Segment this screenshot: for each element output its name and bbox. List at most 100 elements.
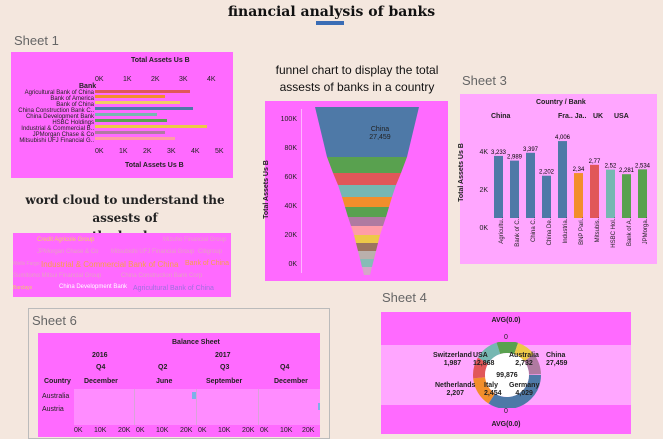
word: China Development Bank [59,284,128,290]
word: Mitsubishi UFJ Financial Group [111,249,195,255]
bar-value: 2,989 [507,155,523,161]
slice-label: China 27,459 [546,352,568,367]
bar [95,113,157,116]
bar [590,164,599,218]
sheet1-label: Sheet 1 [14,33,59,48]
slice-label: Australia 2,732 [509,352,539,367]
slice-label: Netherlands 2,207 [435,382,476,397]
bank-label: Bank of China [56,102,94,108]
word: Barclays [13,285,33,291]
quarter-label: Q4 [96,364,106,371]
word: Industrial & Commercial Bank of China [41,260,179,269]
sheet6-chart[interactable]: Balance Sheet 2016 2017 Q4 Q2 Q3 Q4 Coun… [38,333,320,437]
bar [638,169,647,218]
country-header: Country [44,378,71,385]
bar-value: 2,281 [619,168,635,174]
month-label: June [156,378,173,385]
bar-value: 2,34 [573,167,585,173]
bar [574,173,583,218]
funnel-segment [342,197,392,207]
bar [622,174,631,218]
funnel-chart[interactable]: Total Assets Us B 100K 80K 60K 40K 20K 0… [262,101,448,281]
sheet6-x-axis: 0K 10K 20K 0K 10K 20K 0K 10K 20K 0K 10K … [74,427,315,434]
sheet6-grid [74,389,320,425]
funnel-segment [362,267,372,275]
funnel-segment [345,207,389,217]
bar-value: 2,77 [589,159,601,165]
funnel-axis-title: Total Assets Us B [262,160,270,219]
sheet1-top-axis: 0K 1K 2K 3K 4K [95,76,216,83]
quarter-label: Q3 [220,364,230,371]
sheet3-chart[interactable]: Country / Bank China Fra.. Ja.. UK USA T… [457,94,657,264]
donut-center-value: 99,876 [496,372,518,379]
sheet1-bars [95,90,207,140]
bar-value: 2,52 [605,164,617,170]
bank-label: Bank of America [50,96,94,102]
funnel-top-label: China 27,459 [369,126,391,141]
bar-label: JPMorga.. [643,217,649,245]
funnel-segment [348,217,386,226]
bank-label: China Construction Bank C.. [18,108,94,114]
avg-top: AVG(0.0) [491,317,521,324]
year-label: 2016 [92,352,108,359]
sheet1-chart[interactable]: Total Assets Us B Bank 0K 1K 2K 3K 4K Ag… [11,52,233,178]
word: Wells Fargo [13,261,40,267]
bar [95,125,207,128]
slice-label: Germany 4,029 [509,382,540,397]
funnel-segment [360,259,374,267]
bar-label: Mitsubis.. [595,217,601,243]
bar [558,141,567,218]
bar [510,160,519,218]
sheet3-label: Sheet 3 [462,73,507,88]
funnel-segment [338,185,396,197]
sheet6-label: Sheet 6 [32,313,77,328]
bar-label: HSBC Hol.. [611,217,617,248]
bar-value: 4,006 [555,135,571,141]
bar-label: Agricultu.. [499,217,505,244]
zero-bottom: 0 [504,408,508,415]
word: Bank of China [185,260,229,267]
month-label: December [274,378,308,385]
bar-label: Bank of A.. [627,217,633,247]
word: Agricultural Bank of China [133,285,214,292]
sheet3-header: Country / Bank [536,99,586,106]
sheet3-y-axis: 4K 2K 0K [479,149,488,232]
sheet3-country-row: China Fra.. Ja.. UK USA [491,113,629,120]
sheet3-x-labels: Agricultu.. Bank of C.. China C.. China De.… [491,217,651,262]
data-bar [318,403,320,410]
year-label: 2017 [215,352,231,359]
slice-label: USA 12,868 [473,352,495,367]
donut-chart [473,342,541,408]
wordcloud[interactable]: Credit Agricole Group Mizuho Financial G… [13,233,231,297]
bar-label: Industria.. [563,217,569,244]
bank-label: China Development Bank [25,114,94,120]
bar-label: BNP Pari.. [579,217,585,245]
sheet6-title: Balance Sheet [172,339,220,346]
bank-label: Mitsubishi UFJ Financial G.. [19,138,94,144]
funnel-segment [354,235,380,243]
sheet4-label: Sheet 4 [382,290,427,305]
word: JPMorgan Chase & Co [37,249,99,255]
funnel-shapes [301,107,419,275]
funnel-heading: funnel chart to display the total assest… [275,63,439,94]
word: Citigroup [198,249,223,255]
bar [95,107,193,110]
title-underline [316,21,344,25]
bar-value: 2,534 [635,163,651,169]
sheet1-axis-title-top: Total Assets Us B [131,57,190,64]
bar-label: China C.. [531,217,537,243]
bar [494,155,503,218]
bar [526,152,535,218]
bar-value: 3,397 [523,147,539,153]
slice-label: Switzerland 1,987 [433,352,472,367]
country-row: Austria [42,406,64,413]
sheet1-axis-title-bottom: Total Assets Us B [125,162,184,169]
sheet3-axis-title: Total Assets Us B [457,143,465,202]
sheet1-row-header: Bank [79,83,97,90]
sheet4-chart[interactable]: AVG(0.0) 0 99,876 Switzerland 1,987 USA 12… [381,312,631,434]
funnel-y-axis: 100K 80K 60K 40K 20K 0K [280,116,297,268]
bar [606,169,615,218]
funnel-segment [315,107,419,157]
bank-label: JPMorgan Chase & Co [32,132,94,138]
